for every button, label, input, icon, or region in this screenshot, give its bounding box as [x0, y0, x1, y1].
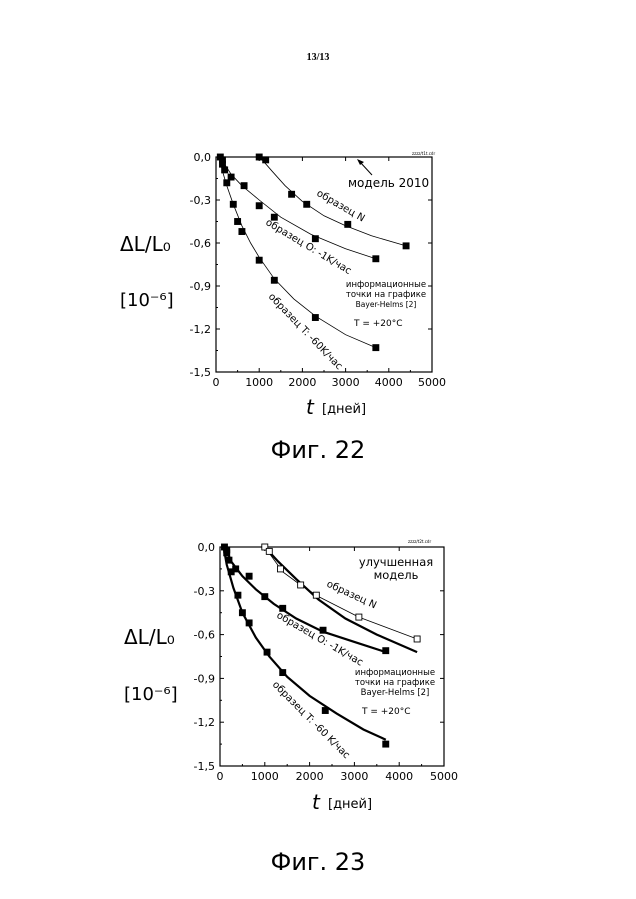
x-tick-label: 3000 — [332, 376, 360, 389]
y-axis-label-main: ΔL/L₀ — [124, 625, 175, 649]
data-point — [224, 550, 230, 556]
y-axis-label-main: ΔL/L₀ — [120, 232, 171, 256]
y-tick-label: -0,3 — [190, 194, 211, 207]
x-tick-label: 3000 — [340, 770, 368, 783]
x-axis-unit: [дней] — [328, 797, 372, 812]
y-tick-label: -1,5 — [194, 760, 215, 773]
data-point — [256, 203, 262, 209]
data-point — [263, 157, 269, 163]
y-tick-label: -0,6 — [190, 237, 211, 250]
x-tick-label: 2000 — [288, 376, 316, 389]
figure-caption-23: Фиг. 23 — [0, 848, 636, 876]
data-point — [383, 648, 389, 654]
chart-fig-22: 0 1000 2000 3000 4000 5000 0,0 -0,3 -0,6 -0,9 -1,2… — [0, 140, 636, 440]
x-tick-label: 4000 — [375, 376, 403, 389]
x-tick-label: 1000 — [251, 770, 279, 783]
model-arrowhead — [357, 159, 364, 165]
info-line-3: Bayer-Helms [2] — [361, 688, 430, 698]
info-line-2: точки на графике — [346, 290, 426, 300]
x-tick-label: 5000 — [418, 376, 446, 389]
data-point — [219, 161, 225, 167]
x-axis-variable: t — [306, 395, 315, 419]
data-point — [217, 154, 223, 160]
data-point — [403, 243, 409, 249]
y-tick-label: 0,0 — [198, 541, 216, 554]
model-label-line-2: модель — [374, 568, 419, 582]
y-axis-label-unit: [10⁻⁶] — [124, 684, 178, 705]
y-axis-label-unit: [10⁻⁶] — [120, 290, 174, 311]
data-point — [228, 174, 234, 180]
x-tick-label: 2000 — [296, 770, 324, 783]
data-point — [312, 315, 318, 321]
data-point — [373, 256, 379, 262]
model-label: модель 2010 — [348, 176, 429, 190]
data-point — [246, 620, 252, 626]
temperature-label: T = +20°C — [361, 707, 411, 717]
x-tick-label: 0 — [213, 376, 220, 389]
data-point — [224, 180, 230, 186]
data-point — [221, 544, 227, 550]
series-label-n: образец N — [325, 579, 378, 612]
info-line-3: Bayer-Helms [2] — [356, 300, 417, 309]
series-label-n: образец N — [315, 188, 367, 224]
y-tick-label: -0,9 — [194, 672, 215, 685]
data-point — [256, 154, 262, 160]
data-point — [356, 614, 362, 620]
info-line-1: информационные — [346, 280, 426, 290]
data-point — [235, 592, 241, 598]
data-point — [383, 741, 389, 747]
data-point — [271, 277, 277, 283]
x-tick-label: 5000 — [430, 770, 458, 783]
data-point — [373, 345, 379, 351]
y-tick-label: 0,0 — [194, 151, 212, 164]
data-point — [239, 610, 245, 616]
data-point — [264, 649, 270, 655]
data-point — [235, 219, 241, 225]
data-point — [280, 670, 286, 676]
tiny-file-label: zzzz/t2t.cdr — [408, 539, 431, 544]
info-line-1: информационные — [355, 668, 435, 678]
data-point — [256, 257, 262, 263]
y-tick-label: -0,6 — [194, 629, 215, 642]
data-point — [304, 201, 310, 207]
y-tick-label: -0,3 — [194, 585, 215, 598]
data-point — [246, 573, 252, 579]
x-tick-label: 0 — [217, 770, 224, 783]
x-tick-label: 1000 — [245, 376, 273, 389]
data-point — [289, 191, 295, 197]
y-tick-label: -1,2 — [190, 323, 211, 336]
x-axis-unit: [дней] — [322, 402, 366, 417]
y-tick-label: -0,9 — [190, 280, 211, 293]
data-point — [320, 627, 326, 633]
data-point — [313, 592, 319, 598]
series-label-o: образец O: -1K/час — [275, 610, 365, 668]
model-arrow — [360, 162, 372, 175]
x-axis-variable: t — [312, 790, 321, 814]
data-point — [298, 582, 304, 588]
page-number: 13/13 — [0, 52, 636, 63]
tiny-file-label: zzzz/t1t.cdr — [412, 151, 435, 156]
y-tick-label: -1,5 — [190, 366, 211, 379]
data-point — [277, 566, 283, 572]
data-point — [241, 183, 247, 189]
data-point — [345, 221, 351, 227]
data-point — [322, 708, 328, 714]
data-point — [228, 569, 234, 575]
temperature-label: T = +20°C — [353, 319, 403, 329]
chart-fig-23: 0 1000 2000 3000 4000 5000 0,0 -0,3 -0,6 -0,9 -1,2… — [0, 530, 636, 830]
data-point — [239, 229, 245, 235]
data-point — [266, 548, 272, 554]
info-line-2: точки на графике — [355, 678, 435, 688]
model-label-line-1: улучшенная — [359, 555, 433, 569]
series-label-t: образец T: -60K/час — [266, 291, 344, 372]
x-tick-label: 4000 — [385, 770, 413, 783]
figure-caption-22: Фиг. 22 — [0, 436, 636, 464]
data-point — [414, 636, 420, 642]
data-point — [230, 201, 236, 207]
data-point — [262, 594, 268, 600]
series-label-t: образец T: -60 K/час — [270, 679, 352, 761]
series-label-o: образец O: -1K/час — [263, 217, 353, 277]
y-tick-label: -1,2 — [194, 716, 215, 729]
data-point — [312, 236, 318, 242]
